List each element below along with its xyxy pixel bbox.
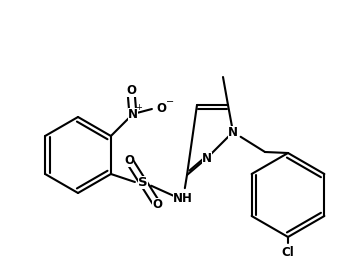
Text: O: O <box>152 197 162 210</box>
Text: O: O <box>156 103 166 116</box>
Text: N: N <box>228 125 238 139</box>
Text: N: N <box>128 108 138 120</box>
Text: −: − <box>166 97 174 107</box>
Text: N: N <box>202 152 212 164</box>
Text: NH: NH <box>173 191 193 205</box>
Text: O: O <box>126 84 136 97</box>
Text: +: + <box>135 103 142 111</box>
Text: S: S <box>138 175 148 188</box>
Text: Cl: Cl <box>282 246 295 260</box>
Text: O: O <box>124 153 134 166</box>
